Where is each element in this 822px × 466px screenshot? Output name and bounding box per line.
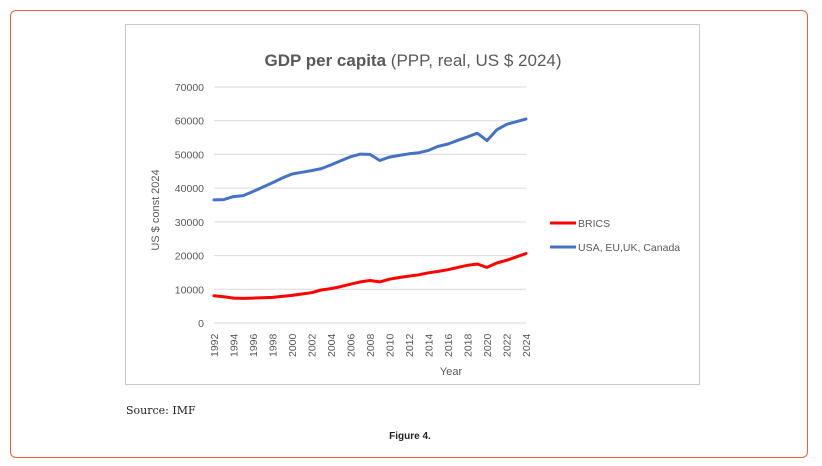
y-tick-label: 50000	[175, 149, 204, 161]
x-tick-label: 1998	[268, 333, 280, 357]
x-tick-label: 1996	[248, 333, 260, 357]
x-axis-ticks: 1992 1994 1996 1998 2000 2002 2004 2006 2008 2010…	[209, 333, 533, 357]
legend: BRICS USA, EU,UK, Canada	[550, 218, 680, 254]
chart-title: GDP per capita (PPP, real, US $ 2024)	[264, 51, 561, 70]
series-line-0	[212, 252, 528, 300]
legend-label: BRICS	[578, 218, 610, 230]
x-axis-label: Year	[440, 366, 463, 378]
x-tick-label: 2010	[385, 333, 397, 357]
y-tick-label: 10000	[175, 284, 204, 296]
x-tick-label: 1992	[209, 333, 221, 357]
y-tick-label: 70000	[175, 82, 204, 94]
x-tick-label: 2002	[307, 333, 319, 357]
x-tick-label: 2020	[482, 333, 494, 357]
x-tick-label: 2022	[502, 333, 514, 357]
x-tick-label: 1994	[229, 333, 241, 357]
x-tick-label: 2004	[326, 333, 338, 357]
legend-label: USA, EU,UK, Canada	[578, 242, 680, 254]
x-tick-label: 2024	[521, 333, 533, 357]
x-tick-label: 2006	[346, 333, 358, 357]
y-tick-label: 20000	[175, 251, 204, 263]
y-tick-label: 0	[198, 318, 204, 330]
series-line-1	[212, 117, 528, 202]
y-tick-label: 40000	[175, 183, 204, 195]
y-tick-label: 30000	[175, 217, 204, 229]
x-tick-label: 2000	[287, 333, 299, 357]
y-tick-label: 60000	[175, 116, 204, 128]
source-note: Source: IMF	[126, 404, 196, 417]
x-tick-label: 2018	[463, 333, 475, 357]
gridlines	[214, 86, 526, 324]
y-axis-label: US $ const 2024	[150, 169, 162, 250]
series-lines	[212, 117, 528, 300]
x-tick-label: 2008	[365, 333, 377, 357]
x-tick-label: 2016	[443, 333, 455, 357]
x-tick-label: 2014	[424, 333, 436, 357]
figure-caption: Figure 4.	[389, 431, 431, 442]
gdp-line-chart: GDP per capita (PPP, real, US $ 2024) 01…	[150, 51, 680, 378]
y-axis-ticks: 0 10000 20000 30000 40000 50000 60000 70000	[175, 82, 204, 330]
x-tick-label: 2012	[404, 333, 416, 357]
